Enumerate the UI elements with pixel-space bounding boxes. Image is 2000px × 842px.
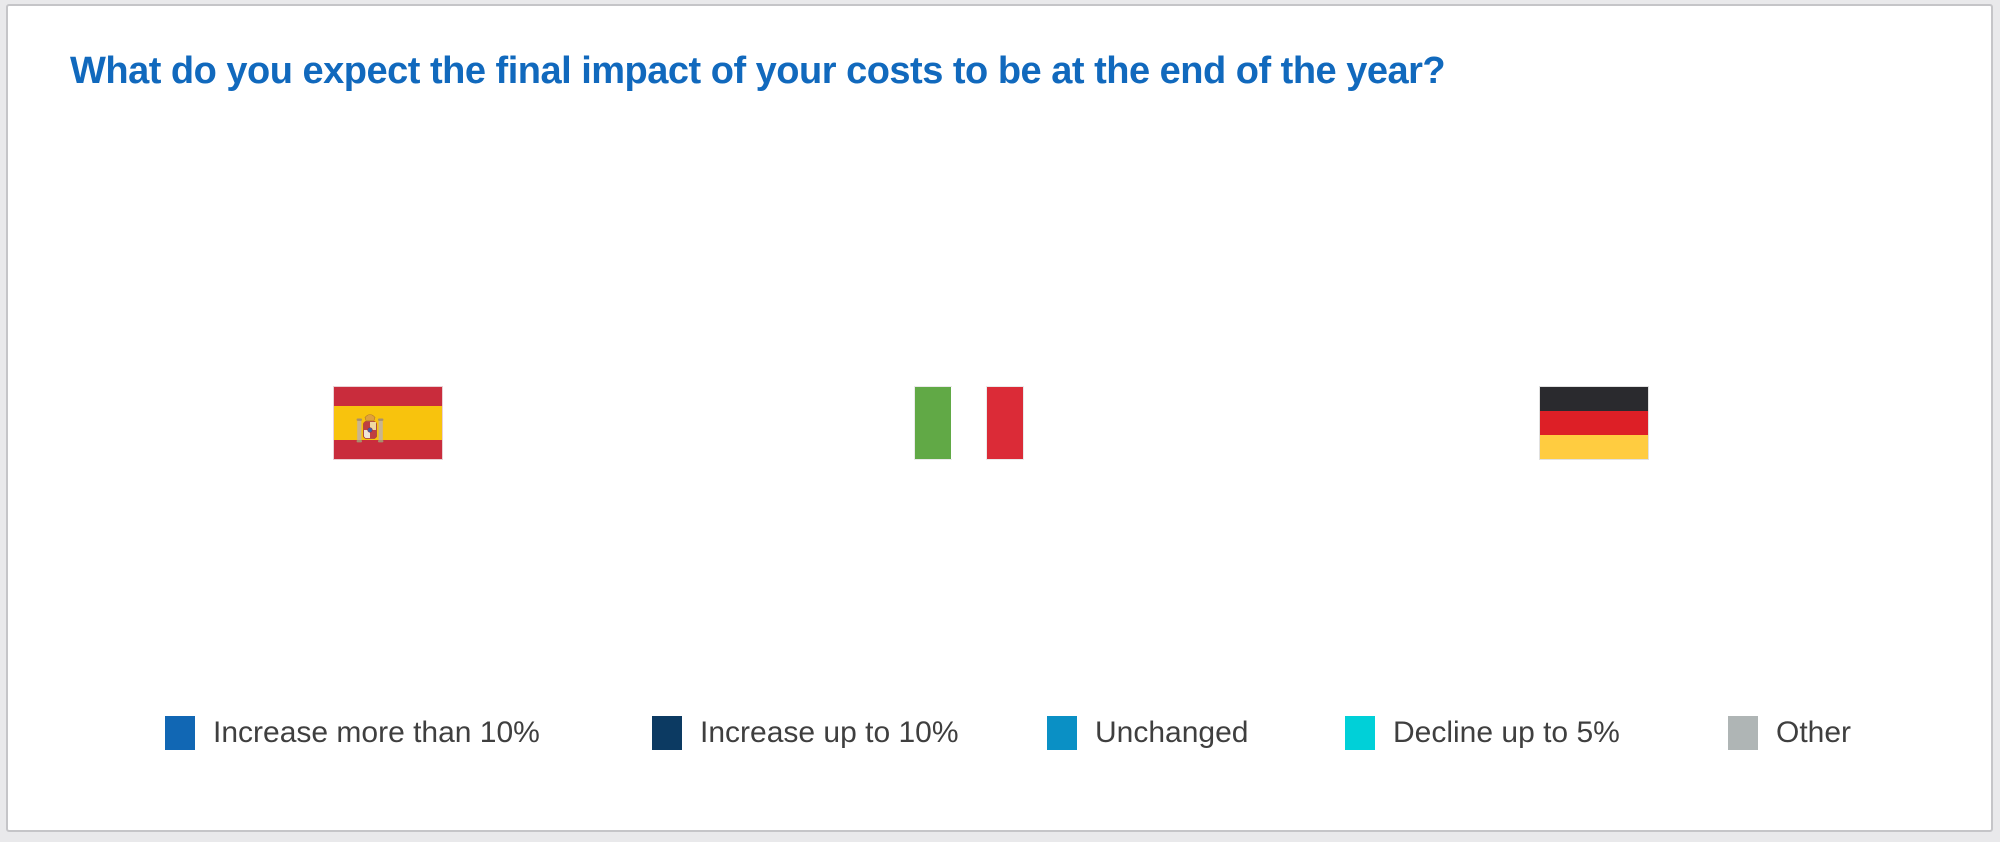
legend-label: Unchanged bbox=[1095, 716, 1249, 749]
italy-flag-icon bbox=[915, 387, 1023, 459]
spain-flag-icon bbox=[334, 387, 442, 459]
legend-item-increase-more-than-10[interactable]: Increase more than 10% bbox=[165, 713, 540, 753]
legend-swatch-icon bbox=[1728, 716, 1758, 750]
legend-swatch-icon bbox=[1345, 716, 1375, 750]
chart-title: What do you expect the final impact of y… bbox=[70, 50, 1446, 92]
italy-flag-stripe bbox=[951, 387, 987, 459]
legend-item-decline-up-to-5[interactable]: Decline up to 5% bbox=[1345, 713, 1620, 753]
legend-label: Increase up to 10% bbox=[700, 716, 959, 749]
legend-label: Other bbox=[1776, 716, 1852, 749]
italy-flag-stripe bbox=[915, 387, 951, 459]
italy-flag-stripe bbox=[987, 387, 1023, 459]
germany-flag-icon bbox=[1540, 387, 1648, 459]
germany-flag-stripe bbox=[1540, 411, 1648, 435]
legend-swatch-icon bbox=[652, 716, 682, 750]
spain-flag-stripe bbox=[334, 387, 442, 406]
spain-flag-stripe bbox=[334, 406, 442, 440]
germany-flag-stripe bbox=[1540, 387, 1648, 411]
germany-flag-stripe bbox=[1540, 435, 1648, 459]
legend-item-other[interactable]: Other bbox=[1728, 713, 1851, 753]
legend-swatch-icon bbox=[1047, 716, 1077, 750]
legend-item-unchanged[interactable]: Unchanged bbox=[1047, 713, 1248, 753]
legend-swatch-icon bbox=[165, 716, 195, 750]
legend-label: Decline up to 5% bbox=[1393, 716, 1620, 749]
legend-label: Increase more than 10% bbox=[213, 716, 540, 749]
spain-flag-stripe bbox=[334, 440, 442, 459]
chart-card: What do you expect the final impact of y… bbox=[6, 4, 1993, 832]
legend-item-increase-up-to-10[interactable]: Increase up to 10% bbox=[652, 713, 959, 753]
chart-legend: Increase more than 10% Increase up to 10… bbox=[8, 713, 1991, 753]
spain-coat-of-arms-icon bbox=[356, 414, 384, 443]
